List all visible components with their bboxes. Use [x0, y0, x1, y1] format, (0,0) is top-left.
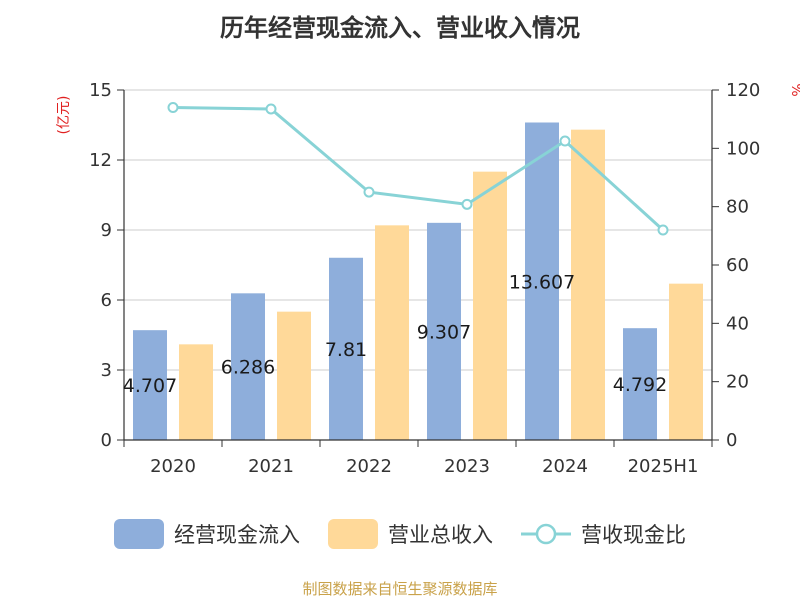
bar-cash-inflow[interactable] [231, 293, 265, 440]
line-layer [167, 102, 669, 236]
left-tick-label: 6 [101, 290, 112, 311]
source-note: 制图数据来自恒生聚源数据库 [302, 580, 498, 598]
ratio-point[interactable] [167, 102, 179, 113]
left-tick-label: 9 [101, 220, 112, 241]
bar-data-label: 7.81 [325, 339, 367, 361]
bar-revenue[interactable] [375, 225, 409, 440]
bar-cash-inflow[interactable] [623, 328, 657, 440]
right-tick-label: 40 [726, 313, 749, 334]
right-tick-label: 120 [726, 80, 760, 101]
legend-item-cash-inflow[interactable]: 经营现金流入 [114, 519, 300, 549]
right-tick-label: 0 [726, 430, 737, 451]
right-tick-label: 100 [726, 138, 760, 159]
chart-title: 历年经营现金流入、营业收入情况 [220, 14, 580, 42]
bar-revenue[interactable] [179, 344, 213, 440]
left-tick-label: 15 [89, 80, 112, 101]
left-tick-label: 12 [89, 150, 112, 171]
legend-item-revenue[interactable]: 营业总收入 [328, 519, 493, 549]
bar-data-label: 9.307 [417, 321, 471, 343]
legend-label-revenue: 营业总收入 [388, 523, 493, 547]
legend-swatch-revenue [328, 519, 378, 549]
axes-layer: 0 3 6 9 12 15 0 20 40 60 80 100 120 2020 2021 2022 2023 2… [89, 80, 760, 477]
right-tick-label: 60 [726, 255, 749, 276]
ratio-point[interactable] [461, 198, 473, 210]
x-tick-label: 2021 [248, 456, 294, 477]
bar-revenue[interactable] [669, 283, 703, 440]
bar-revenue[interactable] [571, 129, 605, 440]
bar-revenue[interactable] [277, 311, 311, 440]
legend-label-cash-inflow: 经营现金流入 [174, 523, 300, 547]
x-tick-label: 2024 [542, 456, 588, 477]
right-tick-label: 80 [726, 197, 749, 218]
x-tick-label: 2023 [444, 456, 490, 477]
left-tick-label: 0 [101, 430, 112, 451]
right-axis-unit: % [788, 83, 800, 96]
x-tick-label: 2025H1 [628, 456, 699, 477]
legend-label-ratio: 营收现金比 [581, 523, 686, 547]
legend-swatch-cash-inflow [114, 519, 164, 549]
right-tick-label: 20 [726, 372, 749, 393]
bar-data-label: 6.286 [221, 357, 275, 379]
legend: 经营现金流入 营业总收入 营收现金比 [0, 514, 800, 554]
ratio-point[interactable] [559, 135, 571, 147]
ratio-point[interactable] [265, 103, 277, 115]
bar-data-label: 4.792 [613, 374, 667, 396]
legend-swatch-ratio [521, 523, 571, 545]
ratio-line [172, 106, 665, 232]
left-axis-unit: (亿元) [56, 96, 72, 135]
labels-layer: 4.707 6.286 7.81 9.307 13.607 4.792 [123, 271, 667, 397]
grid-layer [124, 89, 712, 371]
legend-item-ratio[interactable]: 营收现金比 [521, 519, 686, 549]
bar-cash-inflow[interactable] [427, 222, 461, 440]
bar-data-label: 4.707 [123, 375, 177, 397]
bar-cash-inflow[interactable] [525, 122, 559, 441]
bar-revenue[interactable] [473, 171, 507, 440]
ratio-point[interactable] [657, 224, 669, 236]
bar-cash-inflow[interactable] [133, 330, 167, 440]
bar-cash-inflow[interactable] [329, 257, 363, 440]
bar-data-label: 13.607 [509, 271, 575, 293]
x-tick-label: 2020 [150, 456, 196, 477]
left-tick-label: 3 [101, 360, 112, 381]
bars-layer [133, 122, 703, 441]
x-tick-label: 2022 [346, 456, 392, 477]
ratio-point[interactable] [363, 186, 375, 198]
